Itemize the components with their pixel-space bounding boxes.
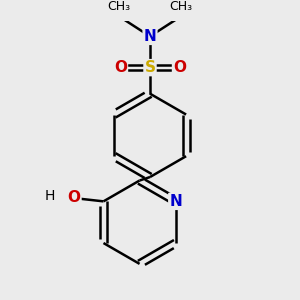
Text: H: H — [44, 189, 55, 203]
Text: CH₃: CH₃ — [107, 0, 130, 13]
Text: CH₃: CH₃ — [170, 0, 193, 13]
Text: N: N — [144, 29, 156, 44]
Text: O: O — [114, 60, 127, 75]
Text: O: O — [68, 190, 80, 206]
Text: S: S — [145, 60, 155, 75]
Text: O: O — [173, 60, 186, 75]
Text: N: N — [169, 194, 182, 209]
